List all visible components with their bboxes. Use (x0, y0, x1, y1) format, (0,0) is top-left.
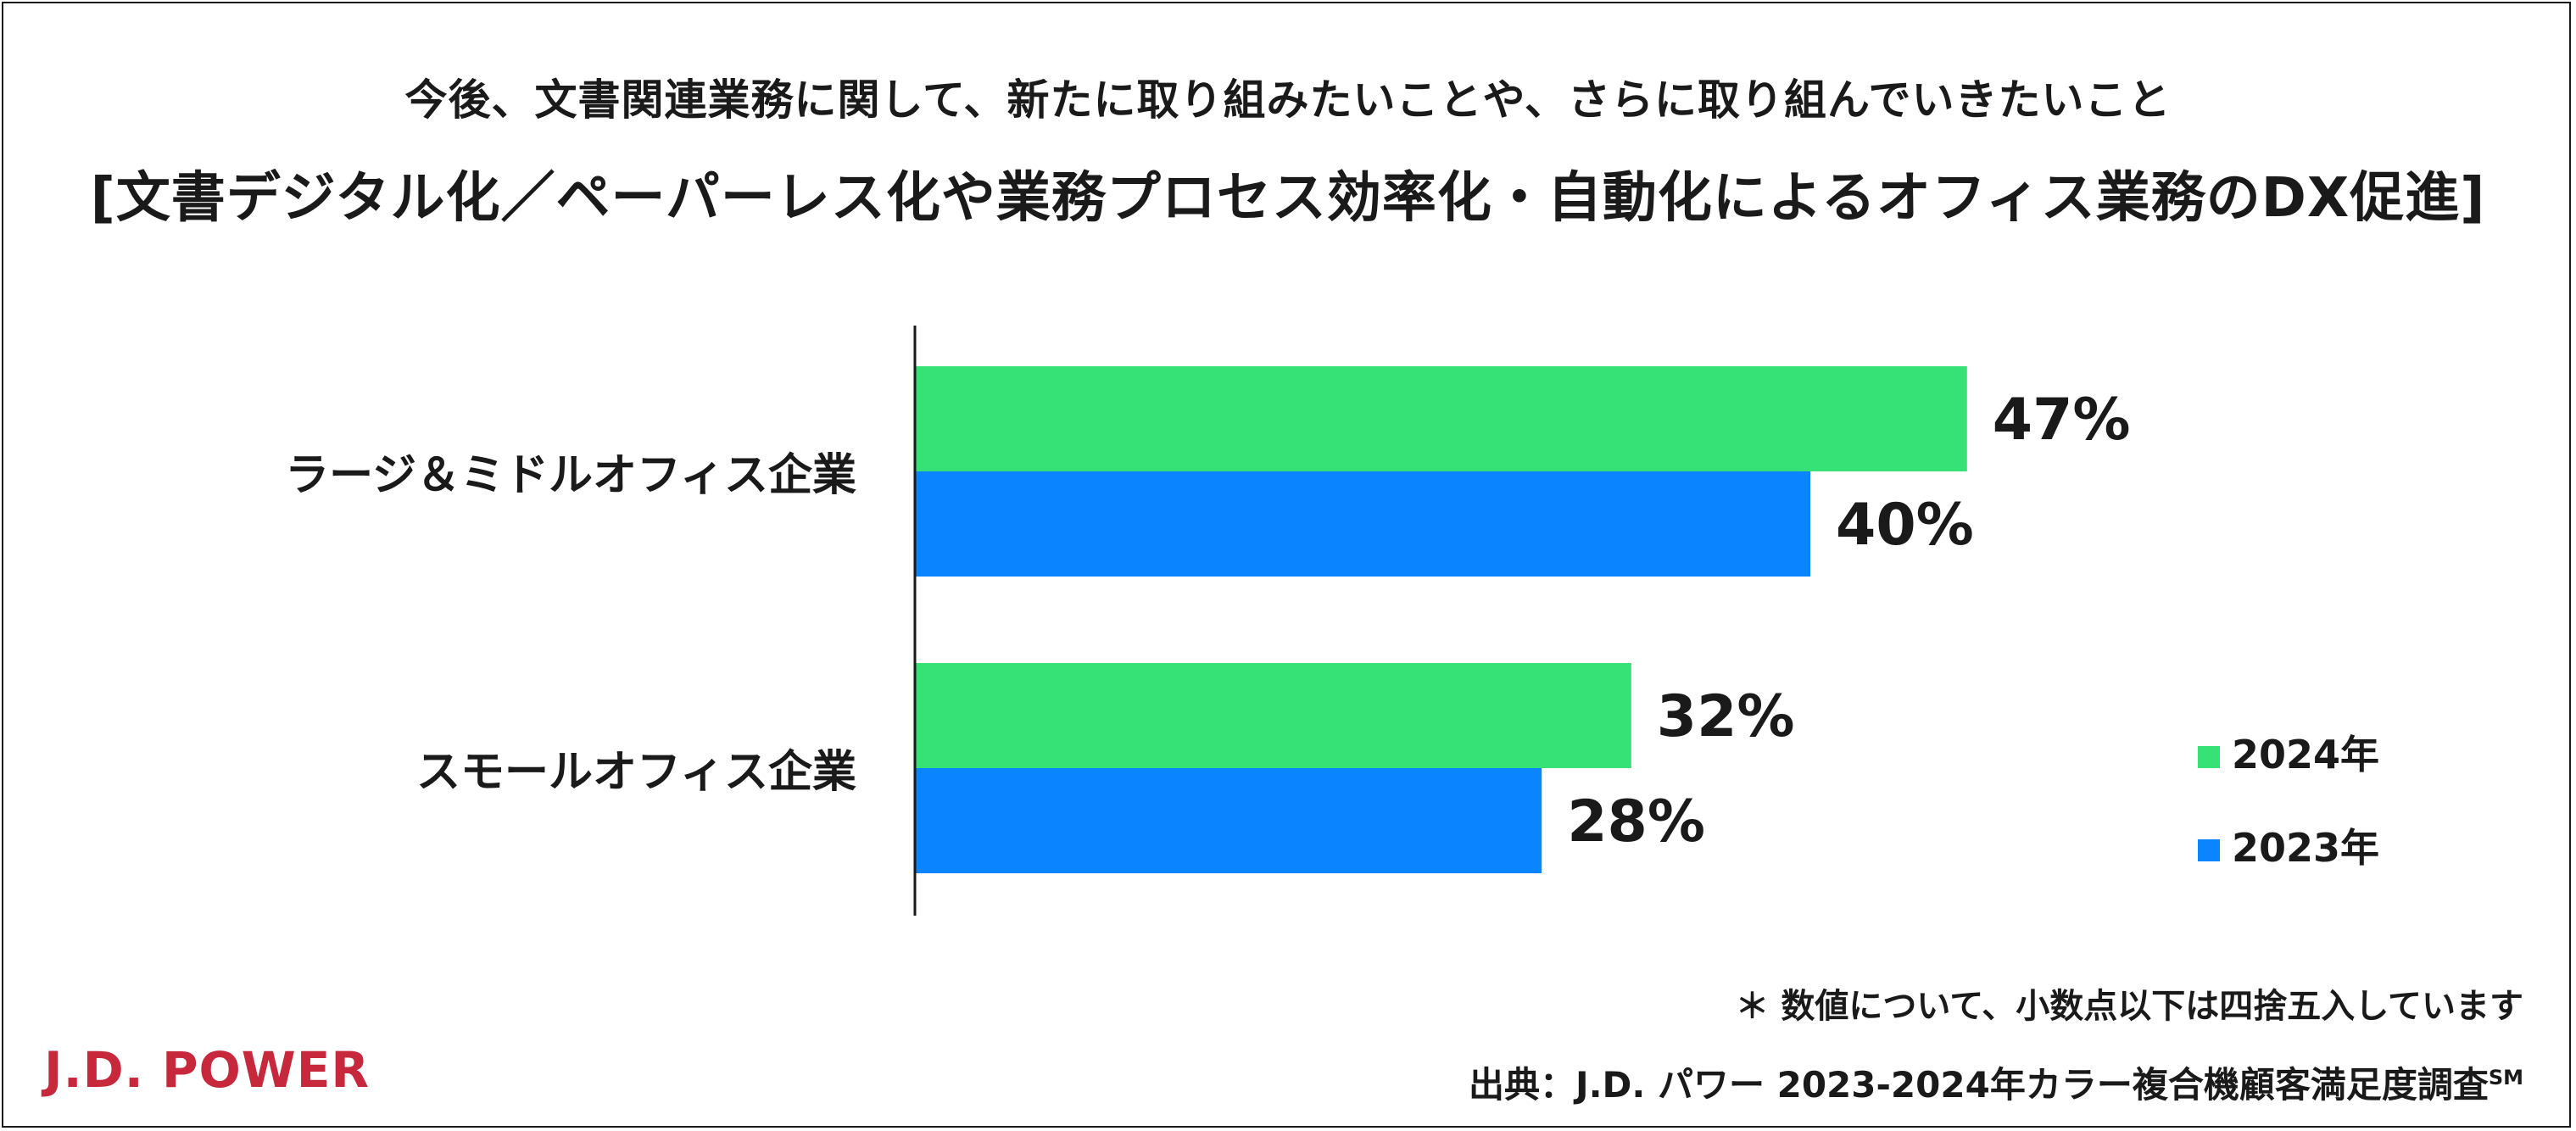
bar (915, 471, 1810, 577)
bar (915, 768, 1542, 873)
legend-label: 2024年 (2232, 732, 2379, 777)
data-label: 32% (1657, 683, 1795, 750)
source-note: 出典：J.D. パワー 2023-2024年カラー複合機顧客満足度調査SM (1469, 1056, 2523, 1108)
bar (915, 663, 1631, 768)
legend-label: 2023年 (2232, 825, 2379, 871)
jd-power-logo: J.D. POWER (44, 1041, 371, 1099)
chart-title: 今後、文書関連業務に関して、新たに取り組みたいことや、さらに取り組んでいきたいこ… (404, 75, 2172, 125)
category-label: スモールオフィス企業 (416, 747, 856, 798)
bar (915, 366, 1967, 471)
legend-swatch (2198, 746, 2220, 768)
data-label: 28% (1567, 788, 1705, 855)
data-label: 40% (1836, 492, 1974, 559)
chart-subtitle: [文書デジタル化／ペーパーレス化や業務プロセス効率化・自動化によるオフィス業務の… (90, 167, 2486, 230)
source-text: 出典：J.D. パワー 2023-2024年カラー複合機顧客満足度調査 (1468, 1064, 2489, 1106)
service-mark: SM (2488, 1066, 2523, 1089)
legend-swatch (2198, 839, 2220, 861)
rounding-note: ＊ 数値について、小数点以下は四捨五入しています (1735, 987, 2523, 1026)
data-label: 47% (1993, 387, 2131, 454)
category-label: ラージ＆ミドルオフィス企業 (285, 450, 856, 501)
